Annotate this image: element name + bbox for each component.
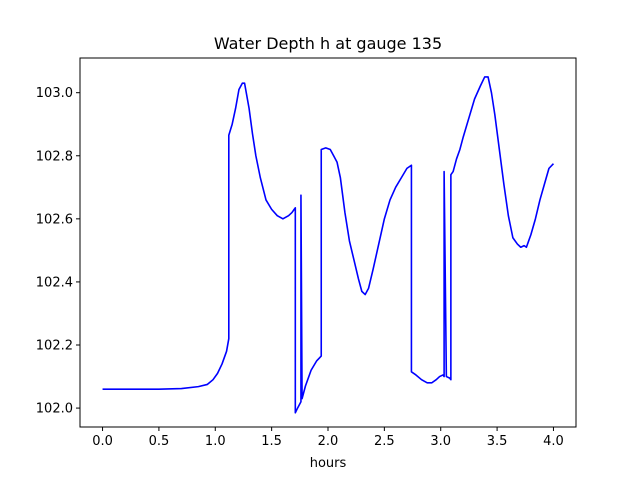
x-tick-label: 1.5 [261, 434, 282, 449]
y-axis: 102.0 102.2 102.4 102.6 102.8 103.0 [36, 86, 80, 417]
y-tick-label: 102.4 [36, 275, 73, 290]
x-tick-label: 2.0 [318, 434, 339, 449]
series-line-0 [102, 76, 555, 414]
chart-title: Water Depth h at gauge 135 [214, 34, 442, 53]
y-tick-label: 103.0 [36, 86, 73, 101]
x-tick-label: 0.5 [149, 434, 170, 449]
x-axis-label: hours [310, 456, 347, 471]
y-tick-label: 102.6 [36, 212, 73, 227]
y-tick-label: 102.0 [36, 402, 73, 417]
x-tick-label: 1.0 [205, 434, 226, 449]
plot-frame [79, 57, 577, 428]
x-tick-label: 0.0 [92, 434, 113, 449]
x-axis: 0.0 0.5 1.0 1.5 2.0 2.5 3.0 3.5 4.0 [92, 427, 564, 449]
x-tick-label: 2.5 [374, 434, 395, 449]
plot-lines [102, 76, 555, 414]
y-tick-label: 102.2 [36, 339, 73, 354]
x-tick-label: 3.5 [487, 434, 508, 449]
x-tick-label: 4.0 [543, 434, 564, 449]
y-tick-label: 102.8 [36, 149, 73, 164]
x-tick-label: 3.0 [430, 434, 451, 449]
